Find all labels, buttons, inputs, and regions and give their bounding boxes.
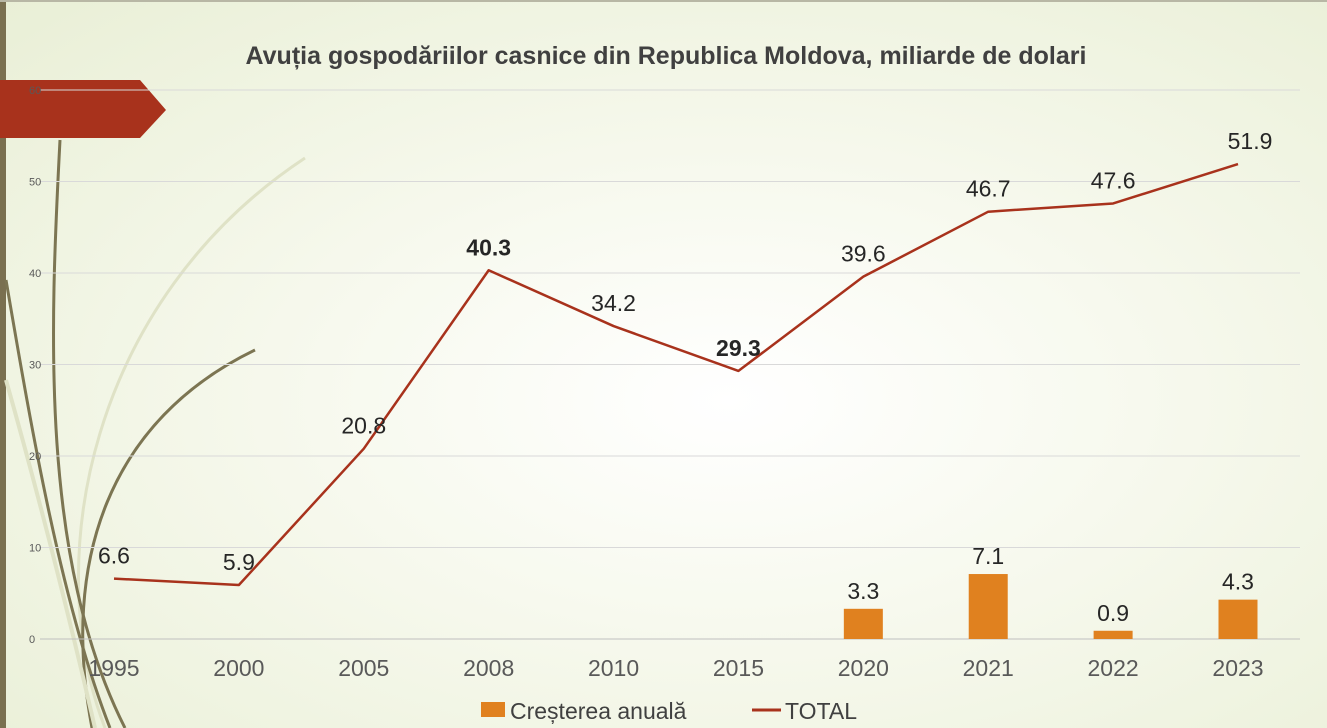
- bar: [1093, 630, 1133, 639]
- y-tick-label: 50: [29, 177, 41, 189]
- bar: [843, 608, 883, 639]
- total-line: [113, 162, 1239, 587]
- x-tick-label: 2023: [1212, 655, 1263, 681]
- x-tick-label: 2005: [338, 655, 389, 681]
- y-tick-label: 0: [29, 634, 35, 646]
- x-tick-label: 2015: [713, 655, 764, 681]
- y-tick-label: 40: [29, 268, 41, 280]
- line-data-label: 34.2: [591, 290, 636, 316]
- decorative-banner: [0, 80, 166, 138]
- legend-bar-label: Creșterea anuală: [510, 698, 687, 724]
- bar-data-label: 4.3: [1222, 569, 1254, 595]
- gridlines: [40, 89, 1300, 640]
- x-tick-label: 2021: [963, 655, 1014, 681]
- chart-title: Avuția gospodăriilor casnice din Republi…: [246, 42, 1087, 70]
- bar-data-label: 3.3: [847, 578, 879, 604]
- decorative-swooshes: [4, 139, 306, 728]
- x-tick-label: 1995: [88, 655, 139, 681]
- y-axis-ticks: 0 10 20 30 40 50 60: [29, 85, 41, 646]
- bar-series: [843, 574, 1258, 639]
- x-axis-ticks: 1995 2000 2005 2008 2010 2015 2020 2021 2022 2023: [88, 655, 1263, 681]
- x-tick-label: 2008: [463, 655, 514, 681]
- y-tick-label: 20: [29, 451, 41, 463]
- line-data-label: 51.9: [1228, 128, 1273, 154]
- left-decorative-strip: [0, 0, 6, 728]
- bar: [968, 574, 1008, 639]
- line-data-label: 5.9: [223, 549, 255, 575]
- legend-bar-swatch: [481, 702, 505, 717]
- legend-line-label: TOTAL: [785, 698, 857, 724]
- x-tick-label: 2000: [213, 655, 264, 681]
- x-tick-label: 2010: [588, 655, 639, 681]
- line-data-label: 47.6: [1091, 167, 1136, 193]
- y-tick-label: 10: [29, 543, 41, 555]
- line-data-label: 6.6: [98, 543, 130, 569]
- line-data-label: 46.7: [966, 176, 1011, 202]
- x-tick-label: 2020: [838, 655, 889, 681]
- line-data-label: 29.3: [716, 335, 761, 361]
- line-series: [113, 162, 1239, 587]
- line-data-label: 40.3: [466, 234, 511, 260]
- legend: Creșterea anuală TOTAL: [481, 698, 857, 724]
- bar: [1218, 599, 1258, 639]
- y-tick-label: 60: [29, 85, 41, 97]
- data-labels: 3.3 7.1 0.9 4.3 6.6 5.9 20.8 40.3 34.2 29.3 39.6 46…: [98, 128, 1272, 626]
- x-tick-label: 2022: [1088, 655, 1139, 681]
- y-tick-label: 30: [29, 360, 41, 372]
- line-data-label: 20.8: [341, 413, 386, 439]
- bar-data-label: 0.9: [1097, 600, 1129, 626]
- bar-data-label: 7.1: [972, 543, 1004, 569]
- top-border-line: [0, 0, 1327, 2]
- line-data-label: 39.6: [841, 241, 886, 267]
